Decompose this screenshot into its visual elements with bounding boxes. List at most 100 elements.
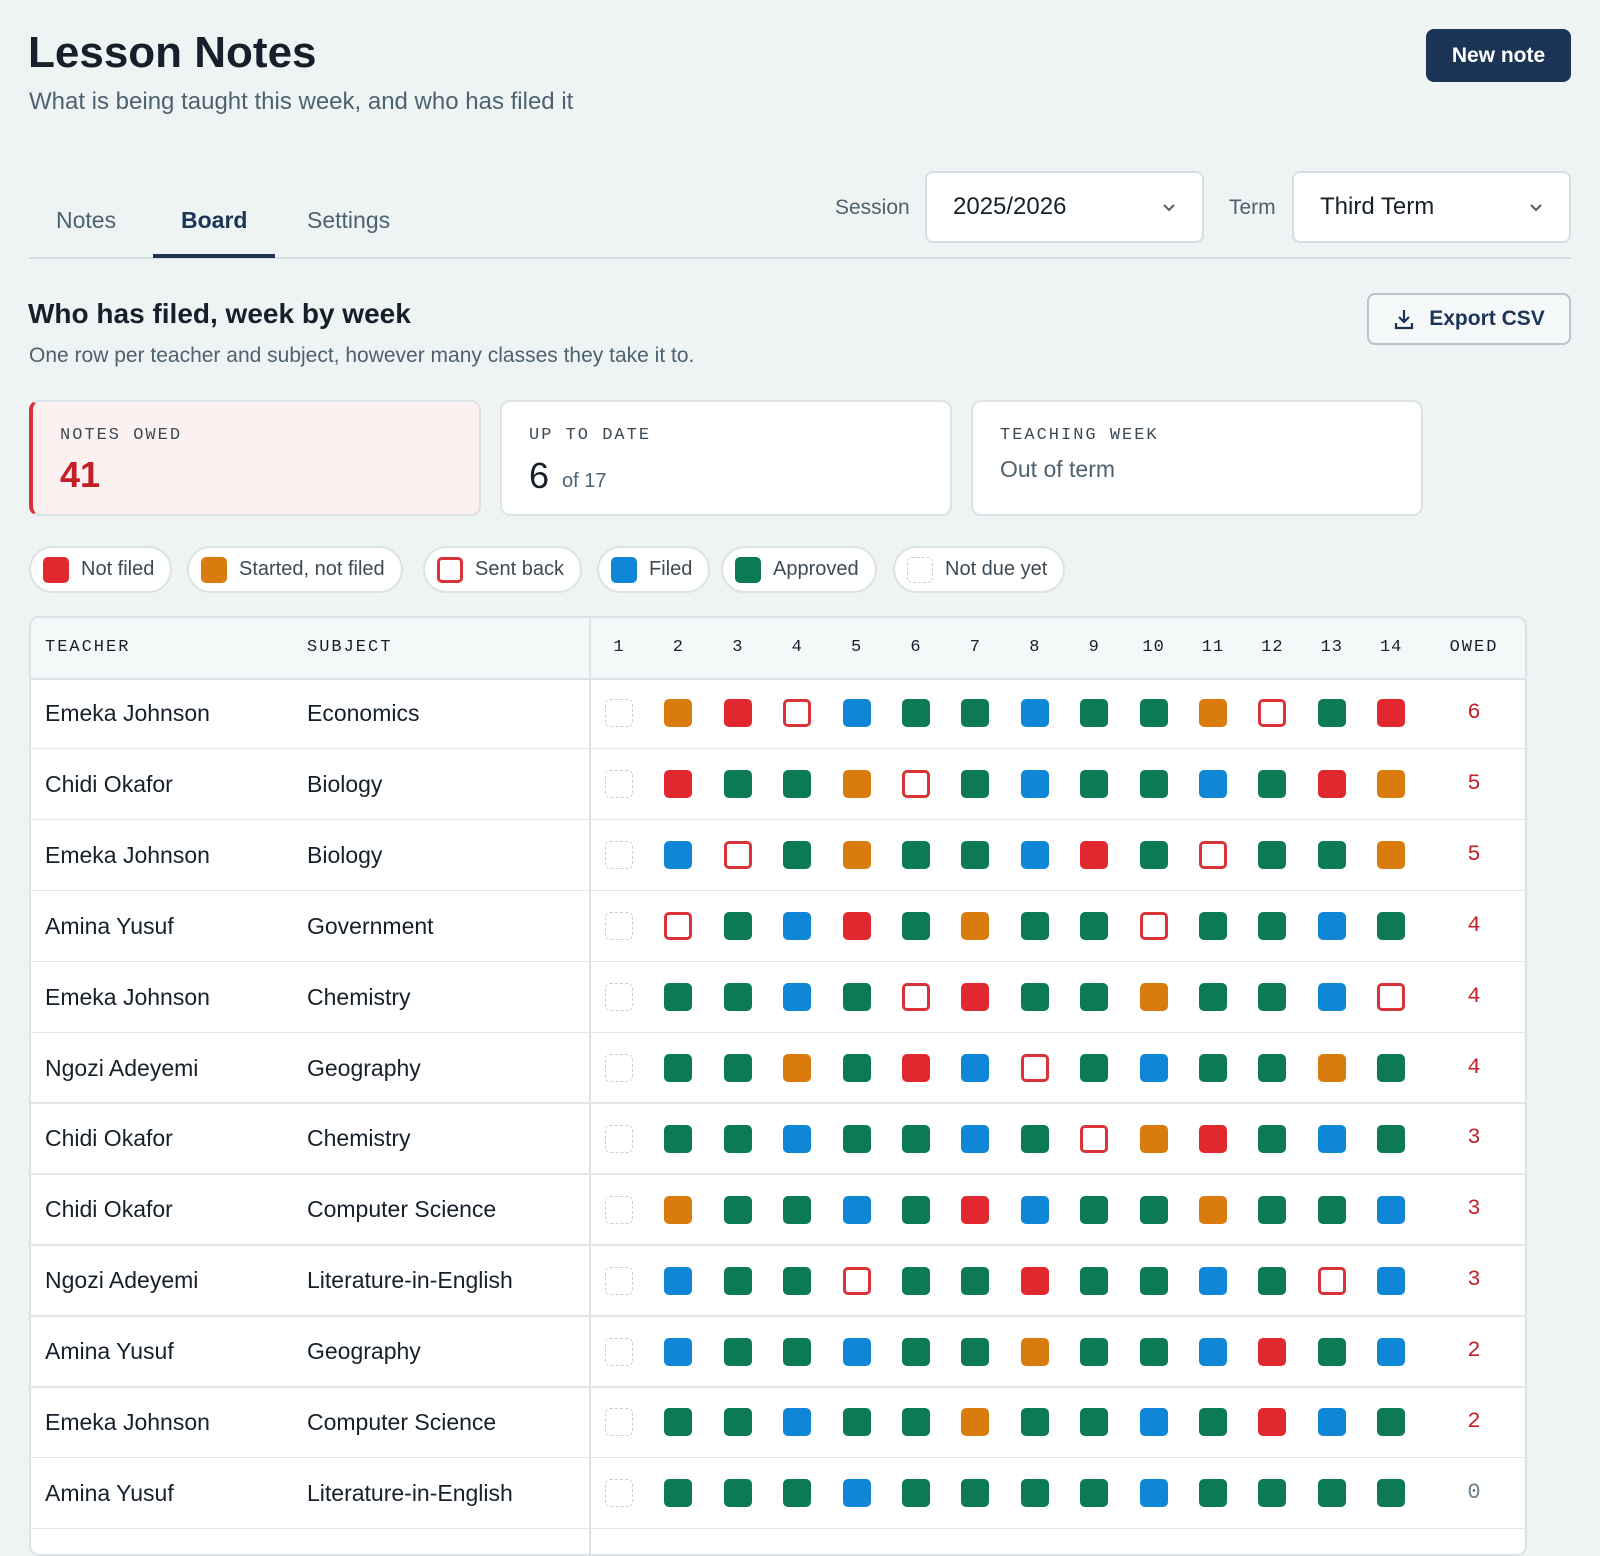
status-cell[interactable] [1020, 1337, 1049, 1366]
status-cell[interactable] [1199, 1124, 1227, 1153]
status-cell[interactable] [723, 1408, 752, 1437]
status-cell[interactable] [1317, 1266, 1346, 1295]
status-cell[interactable] [723, 1053, 752, 1082]
status-cell[interactable] [1317, 1053, 1346, 1082]
status-cell[interactable] [723, 699, 752, 728]
status-cell[interactable] [1317, 699, 1346, 728]
status-cell[interactable] [1139, 699, 1168, 728]
status-cell[interactable] [783, 1337, 812, 1366]
status-cell[interactable] [1258, 699, 1287, 728]
status-cell[interactable] [783, 1195, 812, 1224]
status-cell[interactable] [783, 1408, 812, 1437]
status-cell[interactable] [1317, 1479, 1346, 1508]
status-cell[interactable] [1377, 770, 1406, 799]
status-cell[interactable] [1317, 770, 1346, 799]
status-cell[interactable] [664, 983, 693, 1012]
status-cell[interactable] [1020, 699, 1049, 728]
status-cell[interactable] [664, 1053, 693, 1082]
status-cell[interactable] [1139, 770, 1168, 799]
status-cell[interactable] [783, 699, 812, 728]
tab[interactable]: Notes [56, 207, 117, 233]
status-cell[interactable] [1199, 1408, 1227, 1437]
status-cell[interactable] [1080, 699, 1109, 728]
status-cell[interactable] [902, 1408, 930, 1437]
status-cell[interactable] [1258, 1337, 1287, 1366]
export-button[interactable]: Export CSV [1367, 293, 1571, 345]
status-cell[interactable] [1258, 983, 1287, 1012]
new-note-button[interactable]: New note [1426, 29, 1571, 82]
status-cell[interactable] [1080, 1195, 1109, 1224]
status-cell[interactable] [1377, 1337, 1406, 1366]
status-cell[interactable] [1199, 1195, 1227, 1224]
status-cell[interactable] [961, 1337, 990, 1366]
status-cell[interactable] [605, 1266, 633, 1295]
status-cell[interactable] [1199, 983, 1227, 1012]
status-cell[interactable] [1199, 770, 1227, 799]
status-cell[interactable] [842, 699, 871, 728]
status-cell[interactable] [664, 1479, 693, 1508]
status-cell[interactable] [1377, 983, 1406, 1012]
status-cell[interactable] [605, 1195, 633, 1224]
tab-active[interactable]: Board [181, 207, 248, 233]
status-cell[interactable] [1317, 841, 1346, 870]
status-cell[interactable] [783, 770, 812, 799]
status-cell[interactable] [842, 1266, 871, 1295]
status-cell[interactable] [961, 1195, 990, 1224]
legend-item[interactable]: Approved [721, 546, 877, 593]
legend-item[interactable]: Started, not filed [187, 546, 403, 593]
status-cell[interactable] [1199, 699, 1227, 728]
status-cell[interactable] [1080, 1124, 1109, 1153]
status-cell[interactable] [1258, 770, 1287, 799]
status-cell[interactable] [902, 1195, 930, 1224]
status-cell[interactable] [842, 1124, 871, 1153]
status-cell[interactable] [605, 1124, 633, 1153]
status-cell[interactable] [1377, 1408, 1406, 1437]
status-cell[interactable] [961, 1266, 990, 1295]
status-cell[interactable] [1020, 983, 1049, 1012]
tab[interactable]: Settings [307, 207, 391, 233]
status-cell[interactable] [961, 983, 990, 1012]
status-cell[interactable] [961, 770, 990, 799]
status-cell[interactable] [1020, 1408, 1049, 1437]
status-cell[interactable] [664, 770, 693, 799]
status-cell[interactable] [1258, 1408, 1287, 1437]
status-cell[interactable] [842, 912, 871, 941]
status-cell[interactable] [842, 983, 871, 1012]
status-cell[interactable] [1258, 1053, 1287, 1082]
status-cell[interactable] [723, 1266, 752, 1295]
status-cell[interactable] [842, 770, 871, 799]
status-cell[interactable] [1377, 699, 1406, 728]
status-cell[interactable] [1080, 770, 1109, 799]
status-cell[interactable] [664, 1337, 693, 1366]
status-cell[interactable] [1199, 841, 1227, 870]
status-cell[interactable] [961, 1408, 990, 1437]
status-cell[interactable] [1139, 1124, 1168, 1153]
status-cell[interactable] [1258, 1195, 1287, 1224]
status-cell[interactable] [961, 1124, 990, 1153]
status-cell[interactable] [1139, 1408, 1168, 1437]
status-cell[interactable] [1020, 1124, 1049, 1153]
status-cell[interactable] [723, 983, 752, 1012]
status-cell[interactable] [1080, 983, 1109, 1012]
status-cell[interactable] [1377, 1479, 1406, 1508]
status-cell[interactable] [1199, 1053, 1227, 1082]
status-cell[interactable] [842, 1479, 871, 1508]
legend-item[interactable]: Not due yet [893, 546, 1066, 593]
status-cell[interactable] [1377, 1195, 1406, 1224]
status-cell[interactable] [902, 841, 930, 870]
status-cell[interactable] [605, 1408, 633, 1437]
status-cell[interactable] [1317, 912, 1346, 941]
status-cell[interactable] [723, 912, 752, 941]
status-cell[interactable] [1199, 912, 1227, 941]
status-cell[interactable] [1377, 841, 1406, 870]
status-cell[interactable] [1199, 1266, 1227, 1295]
status-cell[interactable] [842, 1195, 871, 1224]
status-cell[interactable] [1258, 1124, 1287, 1153]
status-cell[interactable] [664, 1266, 693, 1295]
status-cell[interactable] [664, 1195, 693, 1224]
status-cell[interactable] [1258, 1479, 1287, 1508]
status-cell[interactable] [664, 1124, 693, 1153]
status-cell[interactable] [961, 841, 990, 870]
status-cell[interactable] [1020, 1053, 1049, 1082]
status-cell[interactable] [783, 912, 812, 941]
